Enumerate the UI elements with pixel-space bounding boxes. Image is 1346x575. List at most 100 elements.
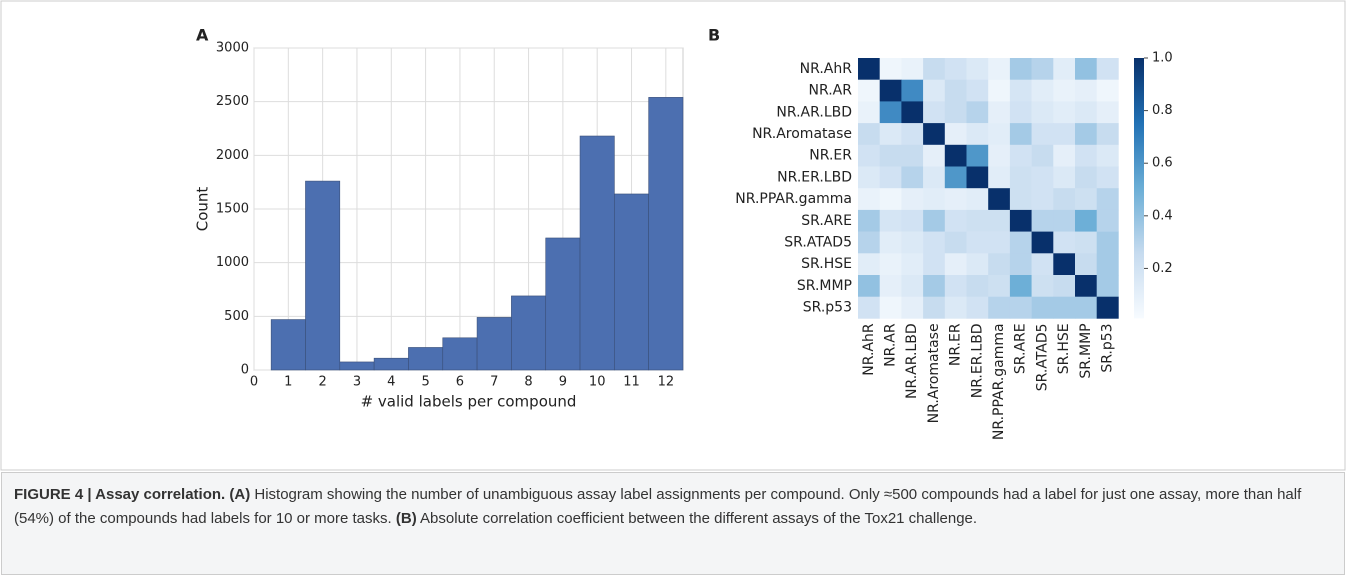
heatmap-cell <box>1031 101 1054 124</box>
heatmap-cell <box>901 296 924 319</box>
heatmap-cell <box>1075 123 1097 146</box>
figure-frame <box>0 0 1346 471</box>
heatmap-cell <box>1031 275 1054 297</box>
x-axis-label: # valid labels per compound <box>361 393 577 411</box>
row-label: NR.AR <box>809 83 853 99</box>
heatmap-cell <box>1031 209 1054 232</box>
caption-text: FIGURE 4 | Assay correlation. (A) Histog… <box>14 483 1332 531</box>
column-label: NR.PPAR.gamma <box>991 323 1007 440</box>
heatmap-cell <box>879 79 902 102</box>
heatmap-cell <box>1096 188 1119 211</box>
caption: FIGURE 4 | Assay correlation. (A) Histog… <box>1 472 1345 575</box>
heatmap-cell <box>879 144 902 167</box>
heatmap-cell <box>1075 58 1097 80</box>
heatmap-cell <box>923 188 946 211</box>
heatmap-cell <box>858 79 880 102</box>
column-label: NR.ER <box>948 323 964 366</box>
heatmap-cell <box>988 79 1011 102</box>
heatmap-cell <box>879 209 902 232</box>
heatmap-cell <box>1096 253 1119 276</box>
heatmap-cell <box>923 58 946 80</box>
heatmap-cell <box>879 166 902 189</box>
column-label: NR.AR <box>883 323 899 367</box>
heatmap-cell <box>1053 253 1076 276</box>
x-tick-label: 12 <box>658 375 675 390</box>
heatmap-cell <box>1075 275 1097 297</box>
row-label: SR.MMP <box>797 278 852 294</box>
heatmap-cell <box>966 101 989 124</box>
heatmap-cell <box>1053 123 1076 146</box>
bar <box>270 319 306 371</box>
heatmap-cell <box>1075 144 1097 167</box>
x-tick-label: 10 <box>589 375 606 390</box>
heatmap-cell <box>858 275 880 297</box>
heatmap-cell <box>1009 231 1032 254</box>
heatmap-cell <box>1031 296 1054 319</box>
heatmap-cell <box>1096 231 1119 254</box>
heatmap-cell <box>944 209 967 232</box>
column-label: SR.ATAD5 <box>1034 323 1050 391</box>
column-label: NR.ER.LBD <box>969 323 985 398</box>
heatmap-cell <box>879 123 902 146</box>
heatmap-cell <box>923 253 946 276</box>
heatmap-cell <box>879 296 902 319</box>
y-tick-label: 500 <box>224 309 249 324</box>
heatmap-cell <box>988 166 1011 189</box>
heatmap-cell <box>988 101 1011 124</box>
bar <box>305 180 341 371</box>
x-tick-label: 11 <box>623 375 640 390</box>
heatmap-cell <box>988 123 1011 146</box>
column-label: SR.ARE <box>1013 323 1029 374</box>
bar <box>511 295 547 371</box>
heatmap-cell <box>966 79 989 102</box>
heatmap-cell <box>901 101 924 124</box>
heatmap-cell <box>1009 166 1032 189</box>
caption-segment: Histogram showing the number of unambigu… <box>14 486 1302 527</box>
heatmap-cell <box>944 275 967 297</box>
heatmap-cell <box>1075 101 1097 124</box>
heatmap-cell <box>1075 253 1097 276</box>
heatmap-cell <box>1053 101 1076 124</box>
heatmap-cell <box>944 253 967 276</box>
heatmap-cell <box>901 188 924 211</box>
heatmap-cell <box>1009 123 1032 146</box>
heatmap-cell <box>1031 144 1054 167</box>
x-tick-label: 7 <box>490 375 498 390</box>
heatmap-cell <box>901 253 924 276</box>
heatmap-cell <box>1096 144 1119 167</box>
heatmap-cell <box>1075 166 1097 189</box>
heatmap-cell <box>1009 296 1032 319</box>
heatmap-cell <box>901 144 924 167</box>
heatmap-cell <box>988 58 1011 80</box>
y-tick-label: 0 <box>241 363 249 378</box>
row-label: SR.ATAD5 <box>784 234 852 250</box>
heatmap-cell <box>1096 58 1119 80</box>
heatmap-cell <box>1053 231 1076 254</box>
column-label: SR.p53 <box>1100 323 1116 372</box>
heatmap-cell <box>858 253 880 276</box>
heatmap-cell <box>1075 79 1097 102</box>
x-tick-label: 2 <box>318 375 326 390</box>
heatmap-cell <box>923 209 946 232</box>
heatmap-cell <box>944 58 967 80</box>
column-label: SR.HSE <box>1056 323 1072 374</box>
heatmap-cell <box>879 253 902 276</box>
x-tick-label: 3 <box>353 375 361 390</box>
row-label: NR.PPAR.gamma <box>735 191 852 207</box>
heatmap-cell <box>879 58 902 80</box>
heatmap-cell <box>901 123 924 146</box>
heatmap-cell <box>944 231 967 254</box>
heatmap-cell <box>1096 209 1119 232</box>
heatmap-cell <box>879 101 902 124</box>
heatmap-cell <box>966 231 989 254</box>
heatmap-cell <box>923 123 946 146</box>
heatmap-cell <box>944 188 967 211</box>
heatmap-cell <box>1031 231 1054 254</box>
heatmap-cell <box>858 101 880 124</box>
colorbar-tick-label: 0.8 <box>1152 103 1173 118</box>
x-tick-label: 1 <box>284 375 292 390</box>
colorbar-tick-label: 0.6 <box>1152 156 1173 171</box>
heatmap-cell <box>923 166 946 189</box>
heatmap-cell <box>879 275 902 297</box>
heatmap-cell <box>923 275 946 297</box>
